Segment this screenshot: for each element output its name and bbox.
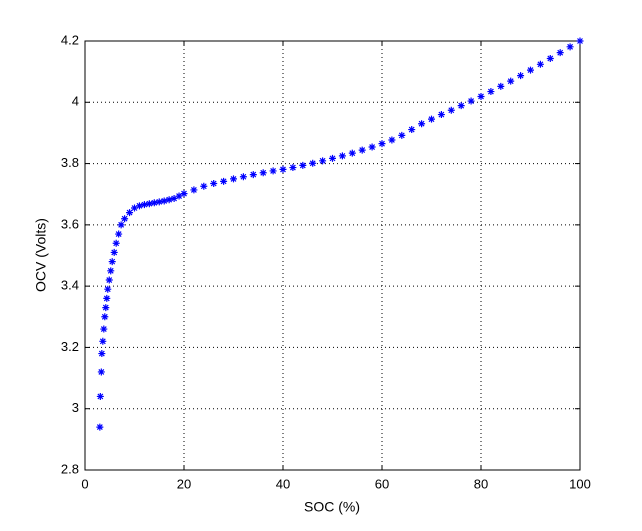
point bbox=[299, 161, 307, 169]
point bbox=[200, 182, 208, 190]
point bbox=[289, 164, 297, 172]
y-tick-label: 2.8 bbox=[61, 461, 79, 476]
point bbox=[249, 171, 257, 179]
x-tick-label: 0 bbox=[81, 476, 88, 491]
point bbox=[155, 198, 163, 206]
point bbox=[536, 60, 544, 68]
point bbox=[210, 179, 218, 187]
point bbox=[110, 248, 118, 256]
point bbox=[467, 97, 475, 105]
point bbox=[100, 325, 108, 333]
point bbox=[358, 146, 366, 154]
point bbox=[428, 115, 435, 123]
point bbox=[517, 72, 525, 80]
point bbox=[546, 54, 554, 62]
point bbox=[259, 169, 267, 177]
point bbox=[437, 111, 445, 119]
point bbox=[180, 190, 188, 198]
point bbox=[477, 92, 485, 100]
point bbox=[378, 140, 386, 148]
point bbox=[96, 392, 104, 400]
y-tick-label: 3.6 bbox=[61, 216, 79, 231]
point bbox=[338, 152, 346, 160]
point bbox=[576, 37, 584, 45]
point bbox=[96, 423, 104, 431]
point bbox=[145, 200, 153, 208]
point bbox=[126, 209, 134, 217]
point bbox=[507, 77, 515, 85]
point bbox=[112, 239, 120, 247]
point bbox=[98, 350, 106, 358]
point bbox=[447, 106, 455, 114]
y-tick-label: 4.2 bbox=[61, 32, 79, 47]
point bbox=[418, 120, 426, 128]
y-tick-label: 3.8 bbox=[61, 155, 79, 170]
point bbox=[97, 368, 105, 376]
point bbox=[309, 159, 317, 167]
y-tick-label: 4 bbox=[72, 94, 79, 109]
x-tick-label: 100 bbox=[569, 476, 591, 491]
y-axis-title: OCV (Volts) bbox=[33, 218, 49, 292]
point bbox=[131, 204, 138, 212]
x-tick-label: 40 bbox=[276, 476, 290, 491]
x-tick-label: 60 bbox=[375, 476, 389, 491]
point bbox=[457, 102, 465, 110]
point bbox=[101, 313, 109, 321]
point bbox=[269, 167, 277, 175]
point bbox=[140, 201, 148, 209]
point bbox=[150, 199, 158, 207]
point bbox=[220, 177, 228, 185]
point bbox=[175, 192, 183, 200]
point bbox=[108, 258, 116, 266]
point bbox=[117, 221, 125, 229]
point bbox=[329, 154, 336, 162]
point bbox=[556, 49, 564, 57]
point bbox=[105, 276, 113, 284]
point bbox=[566, 43, 574, 51]
point bbox=[398, 131, 406, 139]
point bbox=[388, 136, 396, 144]
plot-area bbox=[85, 41, 580, 470]
y-tick-label: 3 bbox=[72, 400, 79, 415]
point bbox=[368, 143, 376, 151]
x-tick-label: 20 bbox=[177, 476, 191, 491]
point bbox=[279, 165, 287, 173]
point bbox=[165, 196, 173, 204]
y-tick-label: 3.4 bbox=[61, 278, 79, 293]
point bbox=[103, 294, 111, 302]
point bbox=[408, 126, 416, 134]
point bbox=[107, 267, 115, 275]
point bbox=[102, 304, 110, 312]
point bbox=[160, 197, 168, 205]
point bbox=[190, 186, 198, 194]
point bbox=[497, 82, 505, 90]
point bbox=[348, 149, 356, 157]
point bbox=[115, 230, 123, 238]
plot-frame bbox=[84, 40, 581, 471]
x-tick-label: 80 bbox=[474, 476, 488, 491]
point bbox=[121, 215, 129, 223]
point bbox=[319, 157, 327, 165]
point bbox=[230, 175, 237, 183]
point bbox=[170, 195, 178, 203]
point bbox=[99, 337, 107, 345]
point bbox=[239, 173, 247, 181]
point bbox=[104, 285, 112, 293]
point bbox=[527, 66, 534, 74]
y-tick-label: 3.2 bbox=[61, 339, 79, 354]
x-axis-title: SOC (%) bbox=[304, 499, 360, 515]
point bbox=[487, 88, 495, 96]
point bbox=[135, 202, 143, 210]
